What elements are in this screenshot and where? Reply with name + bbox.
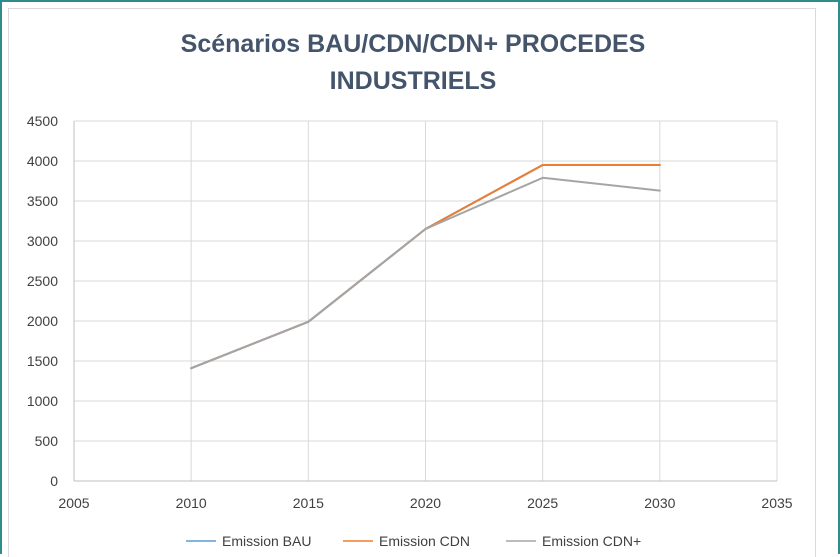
y-tick-label: 2000 [27, 313, 58, 329]
legend: Emission BAU Emission CDN Emission CDN+ [186, 533, 641, 549]
y-tick-label: 3500 [27, 193, 58, 209]
y-tick-label: 500 [35, 433, 59, 449]
legend-label: Emission CDN [379, 533, 470, 549]
axes: 0 500 1000 1500 2000 2500 3000 3500 4000 4500 2005… [27, 113, 793, 511]
y-tick-label: 0 [50, 473, 58, 489]
chart-title-line-1: Scénarios BAU/CDN/CDN+ PROCEDES [181, 30, 646, 58]
x-tick-label: 2010 [176, 495, 207, 511]
chart-title-line-2: INDUSTRIELS [330, 67, 497, 95]
y-tick-label: 1000 [27, 393, 58, 409]
legend-label: Emission CDN+ [542, 533, 641, 549]
y-tick-label: 3000 [27, 233, 58, 249]
x-tick-label: 2020 [410, 495, 441, 511]
x-tick-label: 2015 [293, 495, 324, 511]
x-tick-label: 2025 [527, 495, 558, 511]
gridlines [74, 121, 777, 481]
chart-title: Scénarios BAU/CDN/CDN+ PROCEDES INDUSTRI… [181, 30, 646, 95]
legend-label: Emission BAU [222, 533, 311, 549]
y-tick-label: 4000 [27, 153, 58, 169]
y-tick-label: 2500 [27, 273, 58, 289]
x-tick-label: 2030 [644, 495, 675, 511]
y-tick-label: 4500 [27, 113, 58, 129]
x-tick-label: 2005 [58, 495, 89, 511]
x-tick-label: 2035 [761, 495, 792, 511]
y-tick-label: 1500 [27, 353, 58, 369]
